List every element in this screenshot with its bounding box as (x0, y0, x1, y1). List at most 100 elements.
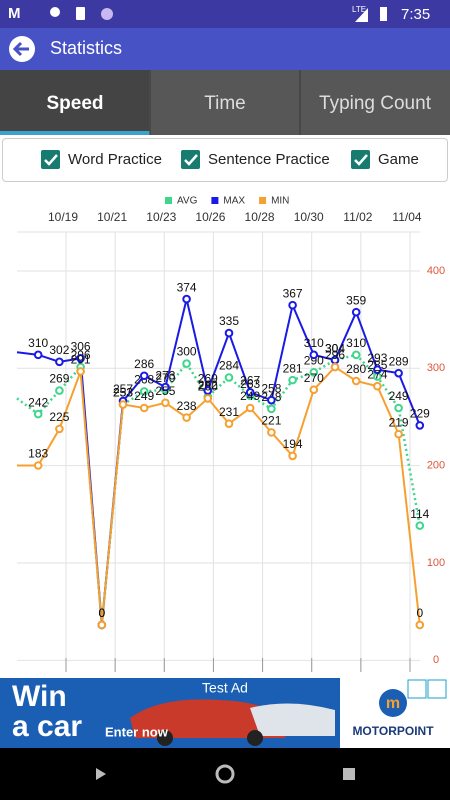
nav-buttons (96, 764, 355, 784)
tab[interactable] (300, 70, 450, 135)
location-icon (50, 7, 60, 17)
ad-banner[interactable]: Win a car Enter now Test Ad m MOTORPOINT (0, 678, 450, 748)
value-label: 194 (283, 437, 303, 451)
filter-panel: Word Practice Sentence Practice Game (2, 138, 448, 182)
value-label: 302 (49, 343, 69, 357)
point (203, 394, 213, 403)
point (33, 350, 43, 360)
value-label: 238 (177, 399, 197, 413)
ad-label: Test Ad (202, 680, 248, 696)
point (373, 365, 382, 374)
point (139, 371, 149, 381)
checkbox-label[interactable]: Word Practice (68, 151, 162, 168)
point (394, 429, 403, 439)
ad-wheel (247, 730, 263, 746)
point (373, 381, 382, 391)
point (394, 368, 403, 378)
value-label: 0 (98, 606, 105, 620)
legend-swatch (211, 197, 219, 204)
ad-headline: a car (12, 710, 82, 743)
point (33, 461, 43, 470)
value-label: 0 (98, 606, 105, 620)
point (351, 376, 361, 386)
checkbox[interactable] (351, 150, 370, 169)
value-label: 284 (219, 359, 239, 373)
y2-tick-label: 0 (433, 654, 439, 666)
tabs: Speed Time Typing Count (0, 70, 450, 135)
x-tick-label: 11/04 (392, 210, 421, 224)
point (55, 386, 64, 395)
tab[interactable] (150, 70, 299, 135)
tab-label[interactable]: Time (204, 93, 246, 114)
nav-home[interactable] (215, 764, 235, 784)
status-icons: M LTE 7:35 (8, 5, 430, 23)
legend-label: MIN (271, 196, 289, 207)
value-label: 306 (71, 340, 91, 354)
point (33, 409, 43, 419)
checkbox[interactable] (41, 150, 60, 169)
point (288, 375, 297, 385)
point (415, 421, 425, 430)
point (76, 354, 85, 363)
value-label: 310 (304, 336, 324, 350)
app-bar-content: Statistics (9, 36, 122, 62)
value-label: 289 (389, 354, 409, 368)
point (309, 385, 319, 395)
value-label: 242 (28, 395, 48, 409)
nav-recents[interactable] (343, 768, 355, 780)
value-label: 257 (113, 382, 133, 396)
checkmark (354, 154, 368, 166)
value-label: 291 (71, 353, 91, 367)
ad-close[interactable] (427, 679, 447, 699)
point (224, 373, 234, 382)
value-label: 258 (261, 381, 281, 395)
app-title: Statistics (50, 38, 122, 58)
value-label: 359 (346, 293, 366, 307)
checkmark (184, 154, 198, 166)
nav-bar (0, 748, 450, 800)
x-tick-label: 10/23 (146, 210, 176, 224)
value-label: 225 (49, 410, 69, 424)
point (309, 350, 319, 360)
back-button[interactable] (9, 36, 35, 62)
clock: 7:35 (401, 6, 430, 23)
tab-label[interactable]: Typing Count (319, 93, 432, 114)
value-label: 374 (177, 280, 197, 294)
point (309, 367, 319, 377)
value-label: 249 (389, 389, 409, 403)
tab[interactable] (0, 70, 149, 135)
point (267, 404, 276, 414)
point (182, 413, 191, 422)
x-tick-label: 10/21 (97, 210, 127, 224)
point (288, 300, 297, 310)
filters: Word Practice Sentence Practice Game (41, 150, 419, 169)
value-label: 255 (155, 384, 175, 398)
point (118, 400, 128, 409)
point (415, 620, 425, 630)
point (97, 620, 107, 630)
checkbox-label[interactable]: Game (378, 151, 419, 168)
value-label: 281 (283, 361, 303, 375)
tab-label[interactable]: Speed (46, 93, 103, 114)
ad-cta[interactable]: Enter now (105, 724, 169, 739)
ad-headline: Win (12, 680, 67, 713)
value-label: 293 (367, 351, 387, 365)
value-label: 367 (283, 286, 303, 300)
signal-icon (355, 8, 368, 22)
point (267, 428, 276, 437)
point (351, 350, 361, 360)
value-label: 310 (28, 336, 48, 350)
ad-info[interactable] (407, 679, 427, 699)
value-label: 270 (155, 371, 175, 385)
nav-back[interactable] (96, 768, 106, 780)
legend-swatch (259, 197, 267, 204)
app-bar: Statistics (0, 28, 450, 70)
checkbox-label[interactable]: Sentence Practice (208, 151, 330, 168)
legend-label: AVG (177, 196, 198, 207)
point (224, 328, 234, 338)
mail-icon: M (8, 5, 21, 22)
x-tick-label: 10/30 (294, 210, 324, 224)
checkbox[interactable] (181, 150, 200, 169)
point (182, 294, 191, 304)
value-label: 249 (134, 389, 154, 403)
